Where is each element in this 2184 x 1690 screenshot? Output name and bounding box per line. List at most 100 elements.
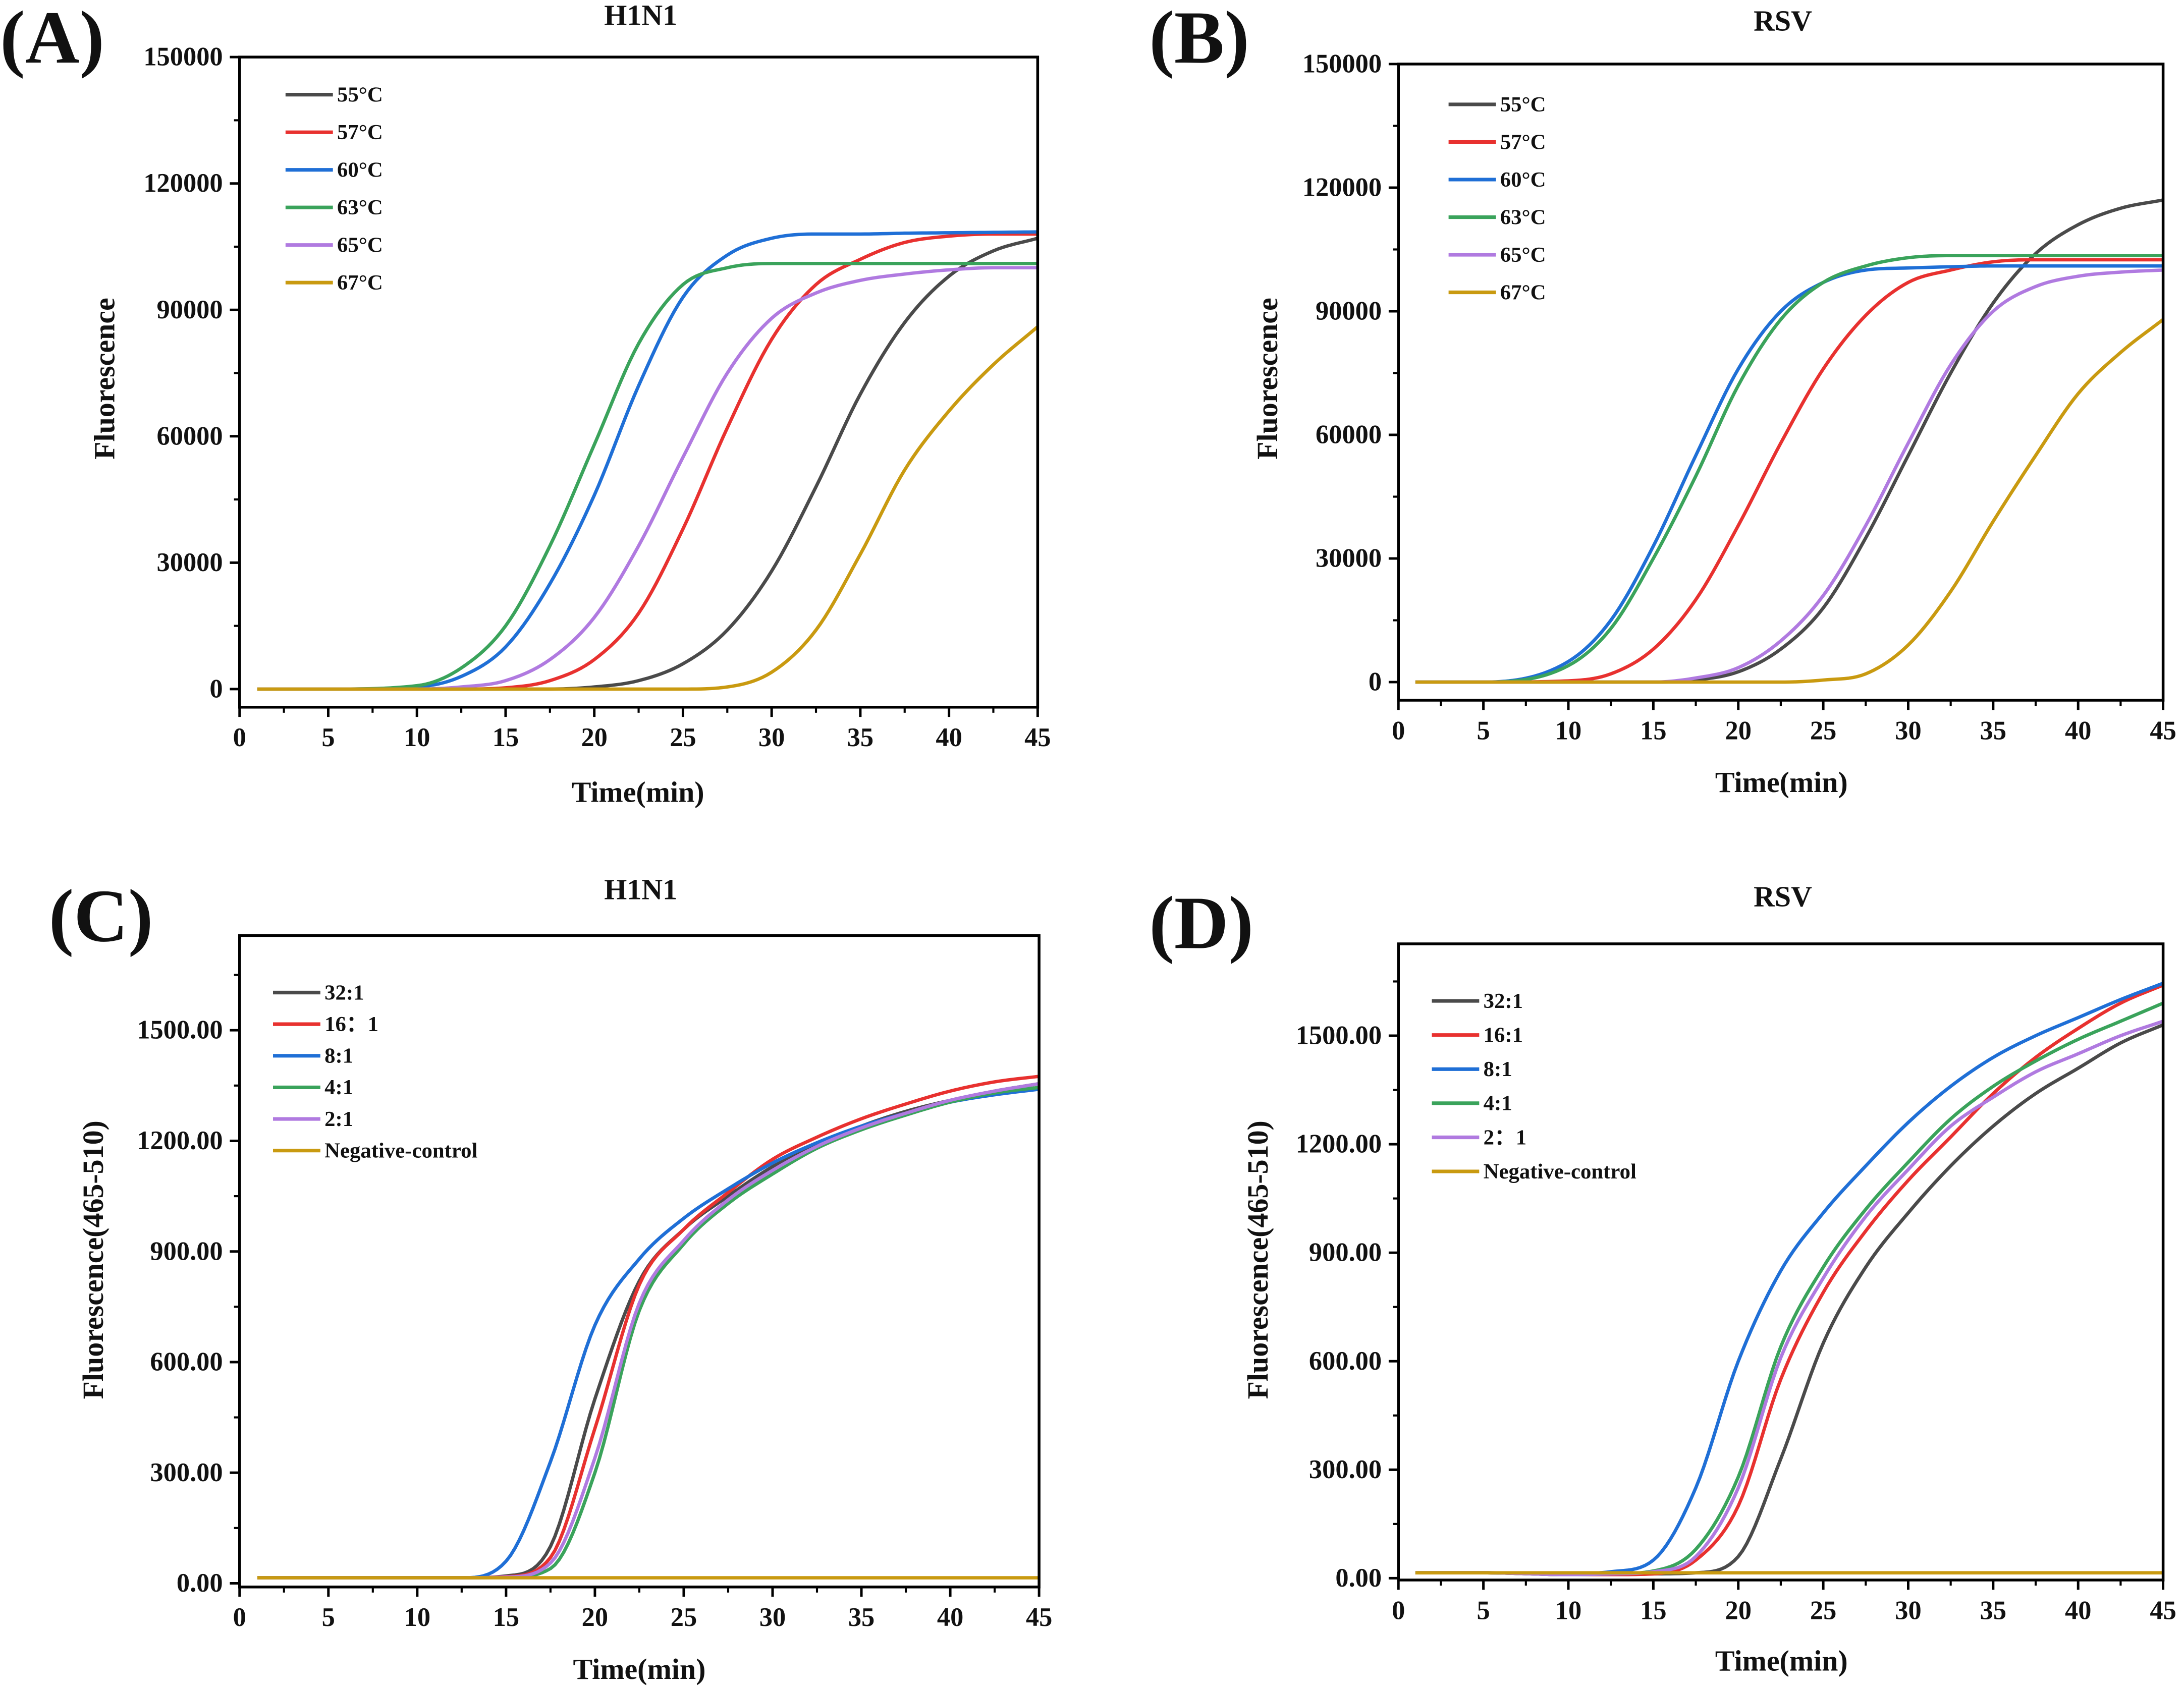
y-tick-label: 30000 [157, 548, 223, 577]
x-tick-label: 25 [1810, 1596, 1836, 1625]
series-group [257, 230, 1039, 691]
panel-label: (A) [0, 0, 104, 79]
legend-entry: 4:1 [1484, 1092, 1512, 1115]
x-tick-label: 15 [1640, 1596, 1666, 1625]
legend-entry: Negative-control [324, 1139, 477, 1163]
x-axis-label: Time(min) [1715, 1644, 1848, 1677]
y-tick-label: 0 [1369, 667, 1382, 697]
series-line-3 [1415, 1001, 2164, 1576]
legend-entry: 55°C [1500, 93, 1546, 117]
legend-entry: 16：1 [324, 1012, 378, 1036]
y-axis-label: Fluorescence [1251, 298, 1284, 460]
legend-entry: 65°C [1500, 243, 1546, 267]
y-tick-label: 0 [209, 674, 223, 703]
y-tick-label: 900.00 [1309, 1238, 1382, 1267]
y-axis-label: Fluorescence(465-510) [1241, 1120, 1274, 1399]
series-line-4 [1415, 1020, 2164, 1576]
chart-panel-B: (B) RSV Fluorescence Time(min) 55°C 57°C 60°C 6… [1149, 0, 2176, 799]
legend-entry: 4:1 [324, 1076, 353, 1099]
legend-entry: 60°C [337, 158, 383, 182]
legend-entry: 65°C [337, 233, 383, 257]
x-tick-label: 5 [321, 723, 335, 752]
x-tick-label: 20 [582, 1603, 608, 1632]
legend-entry: Negative-control [1484, 1160, 1636, 1184]
x-tick-label: 30 [758, 723, 785, 752]
y-axis-label: Fluorescence [88, 298, 121, 460]
x-tick-label: 25 [671, 1603, 697, 1632]
x-tick-label: 15 [493, 723, 519, 752]
x-tick-label: 30 [1895, 716, 1921, 745]
x-tick-label: 30 [1895, 1596, 1921, 1625]
chart-title: RSV [1754, 880, 1812, 913]
legend-entry: 63°C [1500, 205, 1546, 229]
y-tick-label: 1500.00 [137, 1016, 223, 1045]
legend-entry: 57°C [337, 121, 383, 144]
legend-entry: 67°C [337, 271, 383, 295]
series-group [1415, 198, 2164, 684]
x-tick-label: 5 [1477, 716, 1490, 745]
x-tick-label: 40 [2065, 716, 2091, 745]
x-tick-label: 45 [2150, 1596, 2176, 1625]
legend-entry: 63°C [337, 196, 383, 219]
y-tick-label: 60000 [157, 421, 223, 450]
x-tick-label: 0 [1392, 1596, 1405, 1625]
chart-title: RSV [1754, 5, 1812, 37]
x-tick-label: 10 [1555, 1596, 1581, 1625]
chart-panel-C: (C) H1N1 Fluorescence(465-510) Time(min) 32:… [49, 873, 1053, 1685]
x-tick-label: 40 [936, 723, 962, 752]
x-tick-label: 25 [670, 723, 696, 752]
x-tick-label: 25 [1810, 716, 1836, 745]
series-line-0 [1415, 198, 2164, 684]
series-group [1415, 981, 2164, 1576]
legend-entry: 32:1 [324, 981, 364, 1004]
x-tick-label: 0 [233, 723, 246, 752]
series-line-1 [1415, 258, 2163, 684]
panel-label: (B) [1149, 0, 1249, 79]
y-tick-label: 30000 [1316, 544, 1382, 573]
legend-entry: 60°C [1500, 168, 1546, 192]
x-tick-label: 20 [581, 723, 607, 752]
series-line-2 [1415, 264, 2163, 684]
x-axis-label: Time(min) [572, 775, 704, 808]
x-tick-label: 5 [1477, 1596, 1490, 1625]
legend-entry: 2：1 [1484, 1125, 1527, 1149]
legend-entry: 8:1 [1484, 1057, 1512, 1081]
plot-frame [1397, 63, 2165, 702]
y-tick-label: 600.00 [150, 1347, 223, 1377]
x-tick-label: 30 [759, 1603, 786, 1632]
series-line-5 [257, 325, 1039, 691]
y-tick-label: 300.00 [1309, 1455, 1382, 1484]
panel-label: (C) [49, 874, 153, 957]
x-tick-label: 35 [1980, 1596, 2006, 1625]
y-tick-label: 90000 [157, 295, 223, 324]
x-tick-label: 45 [1024, 723, 1051, 752]
x-tick-label: 15 [493, 1603, 519, 1632]
y-tick-label: 0.00 [1335, 1563, 1382, 1593]
legend-entry: 16:1 [1484, 1023, 1523, 1047]
x-tick-label: 0 [233, 1603, 246, 1632]
plot-frame [238, 55, 1040, 709]
series-line-2 [1415, 981, 2164, 1576]
y-tick-label: 150000 [1302, 49, 1382, 78]
y-tick-label: 300.00 [150, 1458, 223, 1487]
chart-panel-A: (A) H1N1 Fluorescence Time(min) 55°C 57°C 60°C… [0, 0, 1051, 808]
panel-label: (D) [1149, 881, 1253, 965]
x-tick-label: 10 [404, 723, 430, 752]
x-tick-label: 15 [1640, 716, 1666, 745]
series-line-0 [1415, 1023, 2164, 1576]
x-tick-label: 20 [1725, 716, 1752, 745]
series-line-0 [257, 237, 1039, 691]
x-tick-label: 40 [2065, 1596, 2091, 1625]
x-tick-label: 10 [1555, 716, 1581, 745]
legend-entry: 55°C [337, 83, 383, 106]
y-tick-label: 600.00 [1309, 1346, 1382, 1376]
y-tick-label: 90000 [1316, 297, 1382, 326]
y-tick-label: 900.00 [150, 1236, 223, 1266]
y-tick-label: 1500.00 [1296, 1021, 1382, 1050]
legend-entry: 2:1 [324, 1107, 353, 1131]
y-tick-label: 1200.00 [137, 1126, 223, 1155]
legend-entry: 67°C [1500, 280, 1546, 304]
y-tick-label: 120000 [143, 168, 223, 198]
x-tick-label: 5 [322, 1603, 335, 1632]
x-tick-label: 35 [1980, 716, 2006, 745]
